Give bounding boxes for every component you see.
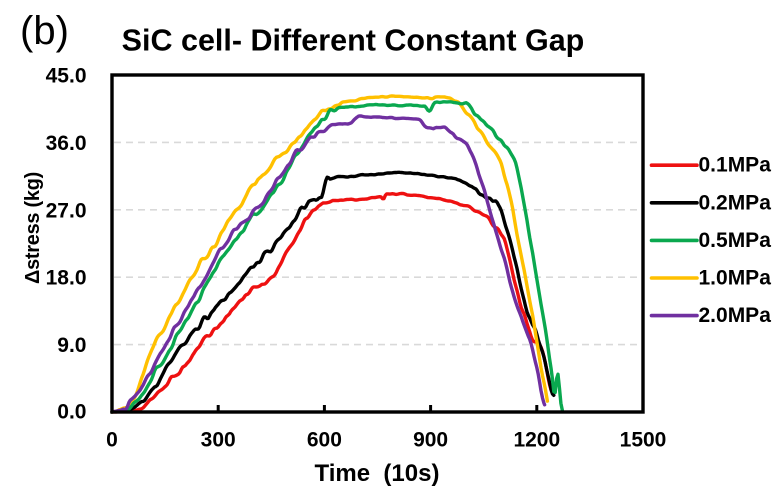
svg-text:9.0: 9.0 [57,334,86,357]
svg-text:0.0: 0.0 [57,401,86,424]
svg-text:1.0MPa: 1.0MPa [699,267,772,290]
svg-text:0.1MPa: 0.1MPa [699,154,772,177]
svg-text:27.0: 27.0 [46,199,87,222]
svg-text:0: 0 [106,429,118,452]
svg-text:SiC cell- Different Constant G: SiC cell- Different Constant Gap [122,24,585,58]
svg-text:Δstress (kg): Δstress (kg) [22,172,44,284]
svg-text:300: 300 [201,429,236,452]
svg-text:36.0: 36.0 [46,132,87,155]
svg-text:900: 900 [413,429,448,452]
svg-text:Time (10s): Time (10s) [315,460,440,487]
svg-text:1200: 1200 [513,429,560,452]
svg-text:1500: 1500 [620,429,667,452]
svg-text:0.2MPa: 0.2MPa [699,191,772,214]
svg-text:(b): (b) [20,9,69,53]
svg-text:600: 600 [307,429,342,452]
svg-text:18.0: 18.0 [46,267,87,290]
svg-text:45.0: 45.0 [46,65,87,88]
svg-text:0.5MPa: 0.5MPa [699,229,772,252]
svg-text:2.0MPa: 2.0MPa [699,304,772,327]
